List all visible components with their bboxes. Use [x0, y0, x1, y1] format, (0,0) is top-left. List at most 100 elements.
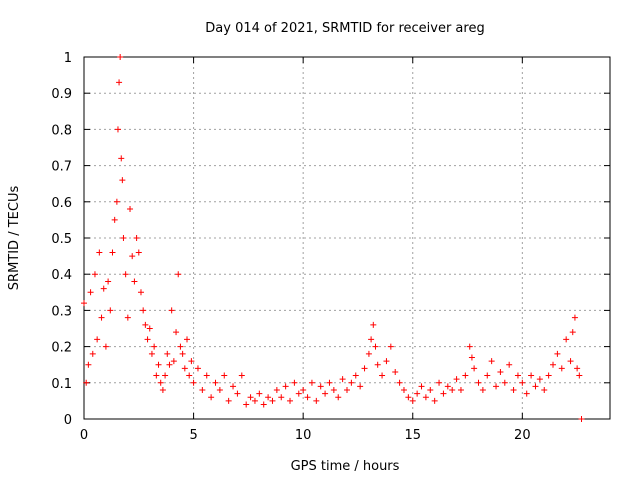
data-point	[422, 394, 429, 401]
plot-frame	[83, 56, 611, 420]
y-tick-label: 0.9	[51, 87, 72, 102]
data-point	[567, 358, 574, 365]
data-point	[563, 336, 570, 343]
data-point	[199, 387, 206, 394]
data-point	[400, 387, 407, 394]
x-tick-label: 10	[295, 428, 312, 443]
data-point	[344, 387, 350, 394]
data-point	[295, 390, 302, 397]
data-point	[212, 379, 219, 386]
data-point	[234, 390, 241, 397]
data-point	[151, 343, 158, 350]
data-point	[541, 387, 548, 394]
data-point	[188, 358, 195, 365]
data-point	[330, 387, 337, 394]
data-point	[85, 361, 92, 368]
data-point	[497, 368, 504, 375]
data-point	[107, 307, 114, 314]
data-point	[379, 372, 386, 379]
data-point	[440, 390, 447, 397]
data-point	[81, 300, 87, 307]
y-tick-label: 0.2	[51, 341, 72, 356]
data-point	[514, 372, 521, 379]
data-point	[177, 343, 184, 350]
data-point	[339, 376, 346, 383]
data-point	[216, 387, 223, 394]
data-point	[449, 387, 456, 394]
data-point	[396, 379, 403, 386]
data-point	[142, 321, 149, 328]
data-point	[370, 321, 377, 328]
grid-lines	[84, 57, 610, 419]
data-point	[162, 372, 169, 379]
data-point	[300, 387, 307, 394]
data-point	[120, 235, 127, 241]
data-point	[221, 372, 228, 379]
data-point	[287, 397, 294, 404]
data-point	[148, 350, 155, 357]
data-point	[238, 372, 245, 379]
data-point	[322, 390, 329, 397]
data-point	[405, 394, 412, 401]
data-point	[146, 325, 153, 332]
data-point	[488, 358, 495, 365]
x-tick-labels: 0 5 10 15 20	[80, 428, 531, 443]
data-point	[168, 307, 175, 314]
data-point	[170, 358, 177, 365]
data-point	[122, 271, 129, 278]
axis-ticks	[83, 56, 610, 420]
y-tick-label: 0.4	[51, 268, 72, 283]
data-point	[576, 372, 583, 379]
y-tick-labels: 0 0.1 0.2 0.3 0.4 0.5 0.6 0.7 0.8 0.9 1	[51, 51, 72, 428]
data-point	[348, 379, 355, 386]
data-point	[247, 394, 254, 401]
data-point	[129, 253, 136, 260]
data-point	[466, 343, 473, 350]
data-point	[436, 379, 443, 386]
data-point	[159, 387, 166, 394]
data-point	[444, 383, 451, 390]
data-point	[111, 216, 118, 223]
x-axis-label: GPS time / hours	[291, 459, 400, 474]
data-point	[116, 79, 123, 86]
data-point	[506, 361, 513, 368]
y-tick-label: 0.8	[51, 123, 72, 138]
data-point	[269, 397, 276, 404]
data-point	[532, 383, 539, 390]
data-point	[225, 397, 232, 404]
data-point	[374, 361, 381, 368]
data-point	[536, 376, 543, 383]
data-point	[190, 379, 197, 386]
data-point	[194, 365, 201, 372]
data-point	[387, 343, 394, 350]
data-point	[427, 387, 434, 394]
data-point	[166, 361, 173, 368]
data-point	[203, 372, 210, 379]
x-tick-label: 15	[404, 428, 421, 443]
y-axis-label: SRMTID / TECUs	[7, 186, 22, 291]
data-point	[137, 289, 144, 296]
data-point	[278, 394, 285, 401]
data-point	[153, 372, 160, 379]
data-point	[265, 394, 272, 401]
data-point	[230, 383, 237, 390]
data-point	[574, 365, 581, 372]
data-point	[308, 379, 315, 386]
data-point	[550, 361, 557, 368]
data-point	[102, 343, 109, 350]
y-tick-label: 0.5	[51, 232, 72, 247]
data-point	[365, 350, 372, 357]
data-point	[208, 394, 215, 401]
y-tick-label: 0.7	[51, 160, 72, 175]
data-point	[475, 379, 482, 386]
data-point	[135, 249, 142, 256]
data-point	[418, 383, 425, 390]
data-point	[256, 390, 263, 397]
data-point	[558, 365, 565, 372]
data-point	[273, 387, 280, 394]
data-point	[326, 379, 333, 386]
data-point	[571, 314, 578, 321]
data-point	[117, 54, 124, 60]
data-point	[186, 372, 193, 379]
data-point	[468, 354, 475, 361]
